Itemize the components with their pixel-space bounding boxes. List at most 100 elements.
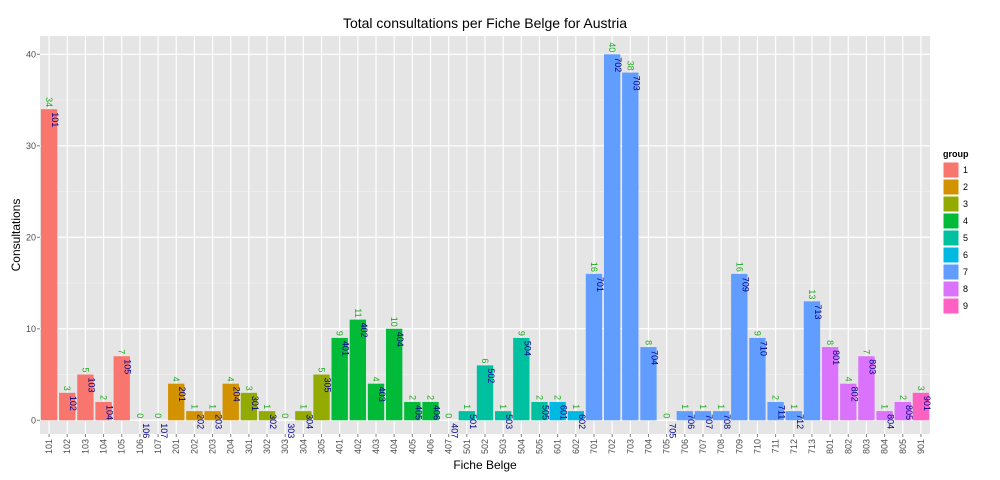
bar-category-label: 805 [904, 405, 914, 420]
legend-label: 2 [963, 182, 968, 192]
x-tick-label: 403 [371, 439, 381, 454]
bar-value-label: 3 [62, 386, 72, 391]
x-tick-label: 601 [553, 439, 563, 454]
x-tick-label: 505 [534, 439, 544, 454]
x-tick-label: 708 [716, 439, 726, 454]
x-tick-label: 711 [771, 439, 781, 453]
bar-304 [295, 411, 312, 421]
bar-category-label: 103 [86, 378, 96, 393]
x-tick-label: 503 [498, 439, 508, 454]
x-tick-label: 713 [807, 439, 817, 454]
legend-label: 8 [963, 284, 968, 294]
x-tick-label: 701 [589, 439, 599, 454]
bar-category-label: 404 [395, 332, 405, 347]
bar-805 [894, 401, 911, 421]
y-tick-label: 20 [26, 232, 36, 242]
bar-value-label: 0 [662, 413, 672, 418]
y-tick-labels: 0 10 20 30 40 [26, 49, 40, 425]
bar-503 [494, 411, 512, 421]
x-tick-label: 103 [80, 439, 90, 454]
bar-601 [549, 401, 566, 421]
bar-502 [476, 365, 494, 421]
legend-label: 7 [963, 267, 968, 277]
bar-category-label: 301 [250, 396, 260, 411]
bar-category-label: 701 [595, 277, 605, 292]
x-tick-label: 712 [789, 439, 799, 454]
x-tick-label: 705 [662, 439, 672, 454]
bar-707 [694, 411, 712, 421]
bar-category-label: 708 [722, 414, 732, 429]
bar-711 [767, 401, 784, 421]
bar-403 [367, 383, 385, 421]
bar-713 [803, 301, 821, 421]
bar-406 [422, 401, 439, 421]
x-tick-label: 801 [825, 439, 835, 454]
bar-category-label: 104 [105, 405, 115, 420]
bar-710 [749, 337, 766, 421]
legend-key-7 [942, 263, 960, 281]
x-tick-label: 305 [317, 439, 327, 454]
x-tick-label: 402 [353, 439, 363, 454]
y-axis-title: Consultations [9, 199, 23, 272]
bar-category-label: 102 [68, 396, 78, 411]
bar-value-label: 1 [189, 404, 199, 409]
bar-category-label: 705 [668, 423, 678, 438]
y-tick-label: 40 [26, 49, 36, 59]
y-tick-label: 0 [31, 415, 36, 425]
bar-305 [313, 374, 330, 421]
bar-category-label: 709 [740, 277, 750, 292]
bar-value-label: 5 [80, 368, 90, 373]
bar-category-label: 601 [559, 405, 569, 420]
x-tick-label: 804 [880, 439, 890, 454]
bar-value-label: 9 [516, 331, 526, 336]
bar-value-label: 9 [752, 331, 762, 336]
x-tick-label: 502 [480, 439, 490, 454]
legend-key-6 [942, 246, 960, 264]
bar-value-label: 7 [861, 349, 871, 354]
bar-value-label: 8 [643, 340, 653, 345]
x-tick-label: 302 [262, 439, 272, 454]
legend-key-9 [942, 297, 960, 315]
bar-category-label: 802 [849, 387, 859, 402]
bar-712 [785, 411, 802, 421]
bar-value-label: 3 [244, 386, 254, 391]
x-tick-label: 406 [426, 439, 436, 454]
bar-501 [458, 411, 476, 421]
x-tick-label: 407 [444, 439, 454, 454]
bar-value-label: 38 [625, 61, 635, 71]
bar-value-label: 3 [916, 386, 926, 391]
bar-category-label: 504 [522, 341, 532, 356]
legend-key-3 [942, 195, 960, 213]
legend-label: 3 [963, 199, 968, 209]
bar-value-label: 10 [389, 317, 399, 327]
bar-value-label: 5 [317, 368, 327, 373]
bar-category-label: 803 [867, 359, 877, 374]
bar-category-label: 204 [232, 387, 242, 402]
bar-102 [59, 392, 76, 421]
bar-value-label: 4 [843, 377, 853, 382]
bar-value-label: 1 [262, 404, 272, 409]
bar-value-label: 2 [99, 395, 109, 400]
x-tick-label: 102 [62, 439, 72, 454]
bar-value-label: 6 [480, 358, 490, 363]
bar-category-label: 202 [195, 414, 205, 429]
bar-value-label: 1 [498, 404, 508, 409]
legend-label: 6 [963, 250, 968, 260]
bar-602 [567, 411, 584, 421]
x-tick-label: 501 [462, 439, 472, 454]
bar-value-label: 4 [371, 377, 381, 382]
bar-value-label: 1 [880, 404, 890, 409]
x-tick-label: 805 [898, 439, 908, 454]
bar-value-label: 0 [444, 413, 454, 418]
bar-category-label: 713 [813, 304, 823, 319]
bar-702 [603, 54, 621, 421]
bar-value-label: 1 [698, 404, 708, 409]
bar-category-label: 403 [377, 387, 387, 402]
legend-key-8 [942, 280, 960, 298]
bar-category-label: 505 [540, 405, 550, 420]
bar-709 [731, 273, 748, 421]
bar-category-label: 106 [141, 423, 151, 438]
x-tick-label: 602 [571, 439, 581, 454]
bar-504 [513, 337, 530, 421]
legend-key-2 [942, 178, 960, 196]
